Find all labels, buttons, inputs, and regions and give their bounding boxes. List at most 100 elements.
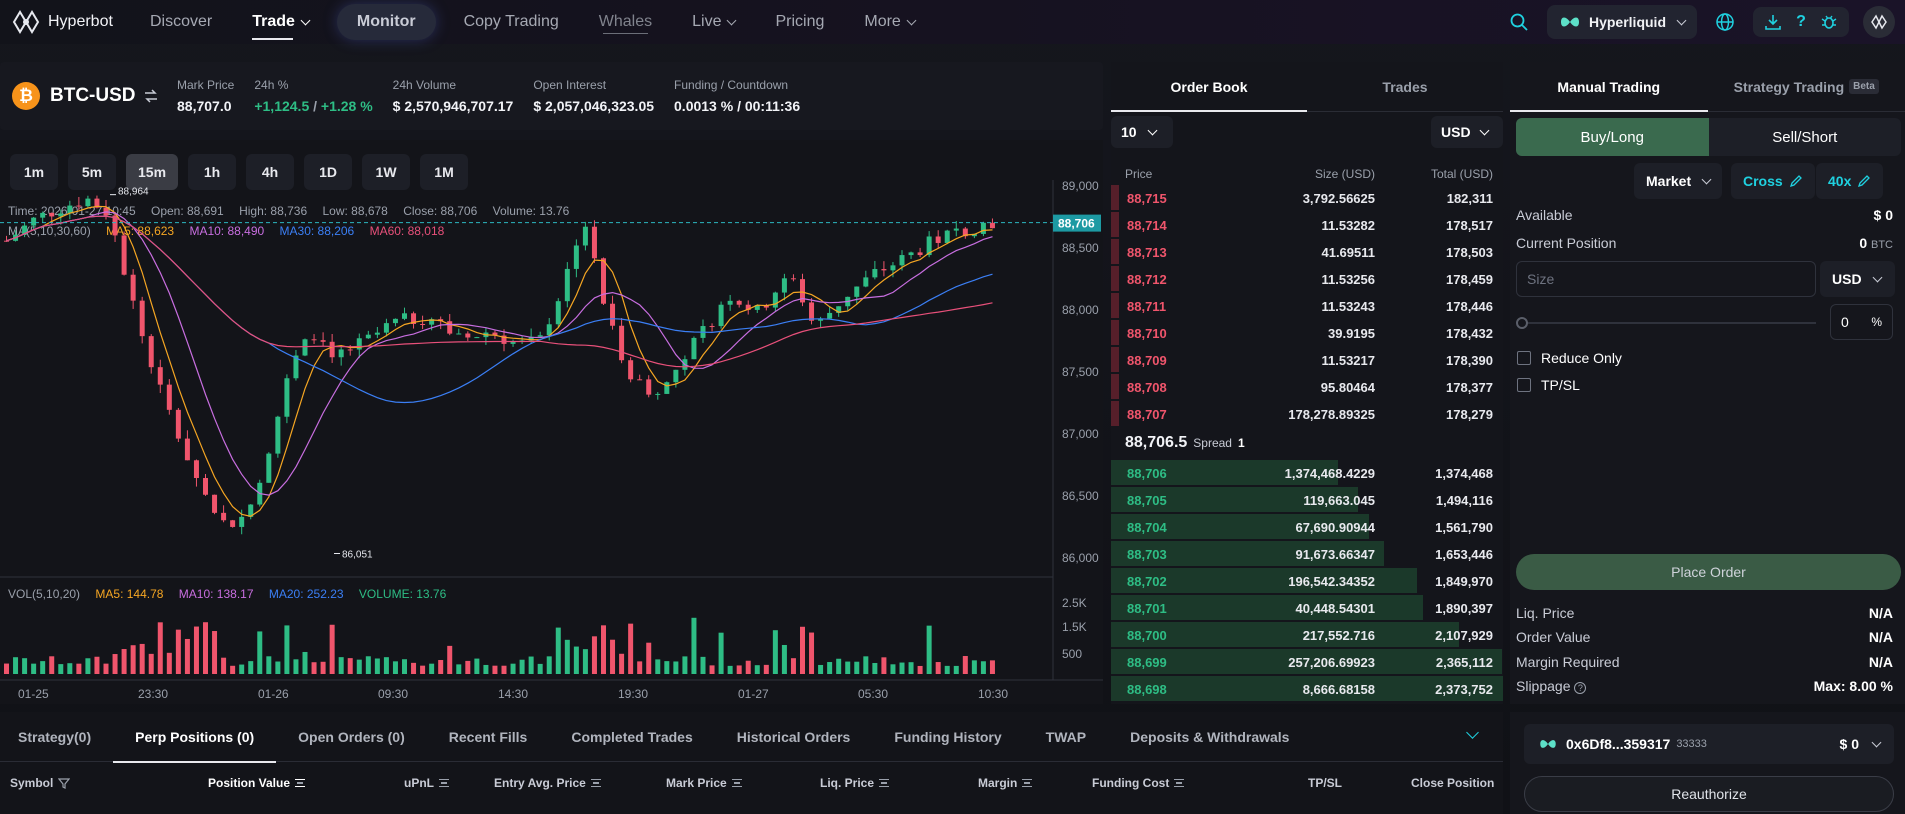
avatar[interactable] (1863, 6, 1895, 38)
bid-row[interactable]: 88,704 67,690.90944 1,561,790 (1111, 513, 1503, 540)
candle-body (465, 333, 471, 338)
tpsl-checkbox[interactable]: TP/SL (1517, 377, 1580, 393)
bid-row[interactable]: 88,703 91,673.66347 1,653,446 (1111, 540, 1503, 567)
col-liq-price[interactable]: Liq. Price (820, 776, 890, 790)
download-icon[interactable] (1759, 8, 1787, 36)
switch-symbol-icon[interactable] (142, 87, 160, 105)
tab-manual-trading[interactable]: Manual Trading (1510, 62, 1708, 112)
timeframe-1m[interactable]: 1m (10, 154, 58, 190)
tab-historical-orders[interactable]: Historical Orders (736, 728, 851, 745)
bid-row[interactable]: 88,698 8,666.68158 2,373,752 (1111, 675, 1503, 702)
slippage-value[interactable]: Max: 8.00 % (1813, 678, 1893, 694)
ask-row[interactable]: 88,713 41.69511 178,503 (1111, 238, 1503, 265)
bid-row[interactable]: 88,702 196,542.34352 1,849,970 (1111, 567, 1503, 594)
sort-icon[interactable] (879, 779, 890, 787)
col-symbol-label: Symbol (10, 776, 54, 790)
sell-short-button[interactable]: Sell/Short (1772, 128, 1838, 146)
symbol-selector[interactable]: ₿ BTC-USD (12, 82, 177, 110)
nav-trade[interactable]: Trade (252, 0, 311, 44)
wallet-selector[interactable]: 0x6Df8...359317 33333 $ 0 (1524, 724, 1894, 764)
col-mark-price[interactable]: Mark Price (666, 776, 742, 790)
tab-perp-positions[interactable]: Perp Positions (0) (113, 712, 277, 763)
tab-twap[interactable]: TWAP (1045, 728, 1087, 745)
sort-icon[interactable] (731, 779, 742, 787)
bid-row[interactable]: 88,700 217,552.716 2,107,929 (1111, 621, 1503, 648)
col-entry-price[interactable]: Entry Avg. Price (494, 776, 601, 790)
order-type-select[interactable]: Market (1634, 163, 1723, 199)
bid-row[interactable]: 88,705 119,663.045 1,494,116 (1111, 486, 1503, 513)
exchange-selector[interactable]: Hyperliquid (1546, 5, 1697, 39)
timeframe-15m[interactable]: 15m (126, 154, 179, 190)
tab-deposits-withdrawals[interactable]: Deposits & Withdrawals (1130, 728, 1290, 745)
nav-more[interactable]: More (864, 0, 917, 44)
nav-discover[interactable]: Discover (150, 13, 213, 30)
percent-input[interactable]: 0% (1830, 304, 1893, 340)
depth-selector[interactable]: 10 (1111, 116, 1173, 148)
tab-recent-fills[interactable]: Recent Fills (448, 728, 528, 745)
nav-whales[interactable]: Whales (599, 0, 652, 44)
ask-row[interactable]: 88,708 95.80464 178,377 (1111, 373, 1503, 400)
tab-trades[interactable]: Trades (1382, 78, 1428, 95)
size-slider[interactable] (1516, 317, 1816, 329)
candle-body (772, 292, 778, 308)
ask-row[interactable]: 88,707 178,278.89325 178,279 (1111, 400, 1503, 427)
timeframe-1W[interactable]: 1W (362, 154, 411, 190)
tab-open-orders[interactable]: Open Orders (0) (298, 728, 405, 745)
bug-icon[interactable] (1815, 8, 1843, 36)
ask-row[interactable]: 88,710 39.9195 178,432 (1111, 319, 1503, 346)
tab-strategy[interactable]: Strategy(0) (18, 728, 92, 745)
bid-row[interactable]: 88,701 40,448.54301 1,890,397 (1111, 594, 1503, 621)
sort-icon[interactable] (1022, 779, 1033, 787)
size-unit-select[interactable]: USD (1820, 261, 1895, 297)
ask-row[interactable]: 88,712 11.53256 178,459 (1111, 265, 1503, 292)
reauthorize-button[interactable]: Reauthorize (1524, 776, 1894, 812)
margin-mode-button[interactable]: Cross (1731, 163, 1815, 199)
sort-icon[interactable] (439, 779, 449, 787)
bid-row[interactable]: 88,706 1,374,468.4229 1,374,468 (1111, 459, 1503, 486)
timeframe-4h[interactable]: 4h (246, 154, 295, 190)
currency-selector[interactable]: USD (1431, 116, 1503, 148)
nav-copy-trading[interactable]: Copy Trading (463, 13, 559, 30)
ask-row[interactable]: 88,715 3,792.56625 182,311 (1111, 184, 1503, 211)
col-symbol[interactable]: Symbol (10, 776, 71, 790)
candle-body (944, 230, 950, 243)
slider-handle[interactable] (1516, 317, 1528, 329)
ask-row[interactable]: 88,711 11.53243 178,446 (1111, 292, 1503, 319)
tab-strategy-trading[interactable]: Strategy Trading Beta (1708, 62, 1905, 111)
volume-bar (420, 665, 426, 674)
leverage-button[interactable]: 40x (1816, 163, 1884, 199)
col-position-value[interactable]: Position Value (208, 776, 306, 790)
timeframe-1D[interactable]: 1D (304, 154, 353, 190)
timeframe-5m[interactable]: 5m (68, 154, 116, 190)
nav-live[interactable]: Live (692, 0, 737, 44)
tab-order-book[interactable]: Order Book (1111, 62, 1307, 112)
vol-ma10: MA10: 138.17 (178, 587, 254, 601)
sort-icon[interactable] (590, 779, 601, 787)
sort-icon[interactable] (1174, 779, 1185, 787)
timeframe-1M[interactable]: 1M (420, 154, 469, 190)
collapse-chevron-icon[interactable] (1466, 726, 1479, 739)
col-upnl[interactable]: uPnL (404, 776, 449, 790)
col-funding-cost[interactable]: Funding Cost (1092, 776, 1185, 790)
buy-long-button[interactable]: Buy/Long (1516, 118, 1709, 156)
search-icon[interactable] (1505, 8, 1533, 36)
size-input[interactable]: Size (1516, 261, 1816, 297)
tab-completed-trades[interactable]: Completed Trades (571, 728, 693, 745)
sort-icon[interactable] (295, 779, 306, 787)
globe-icon[interactable] (1711, 8, 1739, 36)
vol-ma20: MA20: 252.23 (268, 587, 344, 601)
help-icon[interactable]: ? (1796, 13, 1806, 30)
info-icon[interactable]: ? (1574, 682, 1587, 694)
col-margin[interactable]: Margin (978, 776, 1033, 790)
nav-monitor[interactable]: Monitor (336, 4, 436, 40)
ask-row[interactable]: 88,714 11.53282 178,517 (1111, 211, 1503, 238)
place-order-button[interactable]: Place Order (1516, 554, 1901, 590)
brand-logo[interactable]: Hyperbot (10, 6, 130, 38)
tab-funding-history[interactable]: Funding History (894, 728, 1002, 745)
reduce-only-checkbox[interactable]: Reduce Only (1517, 350, 1622, 366)
nav-pricing[interactable]: Pricing (775, 13, 825, 30)
filter-icon[interactable] (58, 777, 71, 789)
bid-row[interactable]: 88,699 257,206.69923 2,365,112 (1111, 648, 1503, 675)
timeframe-1h[interactable]: 1h (188, 154, 237, 190)
ask-row[interactable]: 88,709 11.53217 178,390 (1111, 346, 1503, 373)
